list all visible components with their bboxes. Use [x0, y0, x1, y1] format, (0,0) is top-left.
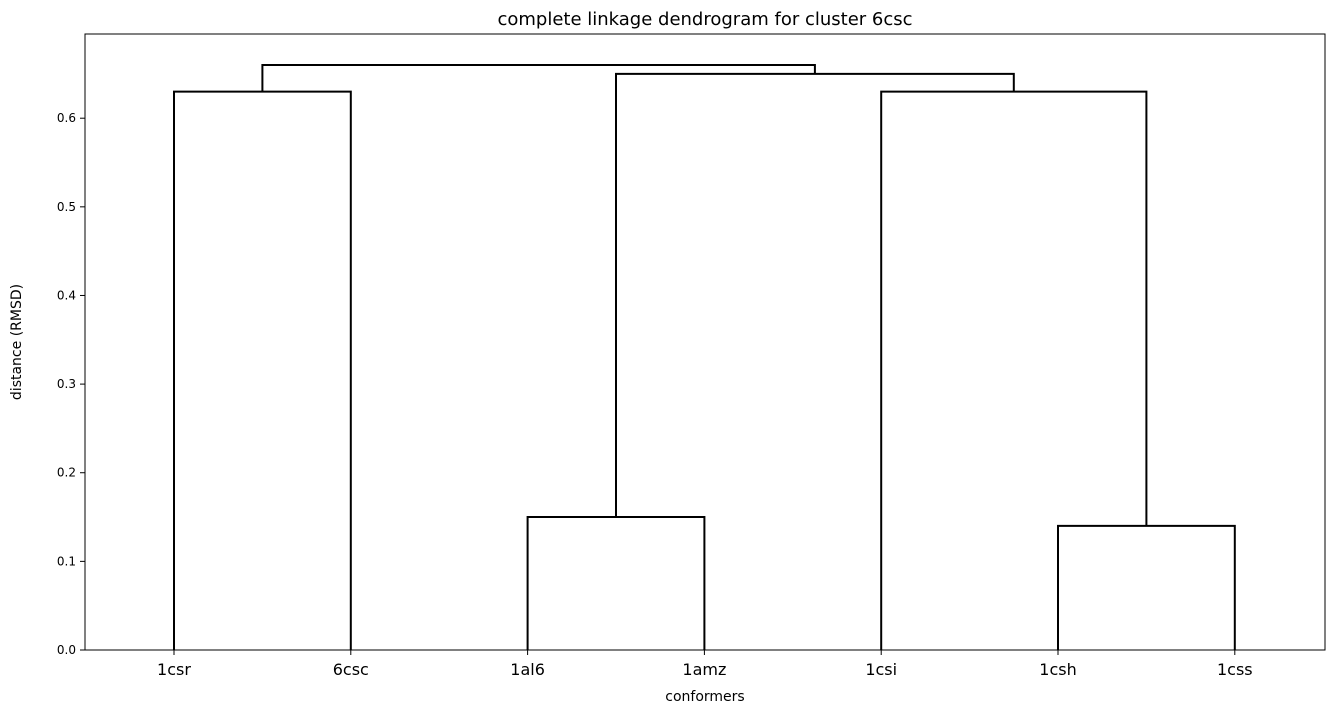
leaf-label: 6csc: [333, 660, 369, 679]
y-tick-label: 0.3: [57, 377, 76, 391]
y-axis-label: distance (RMSD): [9, 284, 25, 400]
y-tick-label: 0.6: [57, 111, 76, 125]
leaf-label: 1css: [1217, 660, 1253, 679]
y-tick-label: 0.4: [57, 288, 76, 302]
dendrogram-link: [526, 516, 706, 650]
y-tick-label: 0.5: [57, 200, 76, 214]
dendrogram-link: [615, 72, 1015, 518]
leaf-label: 1csi: [865, 660, 897, 679]
dendrogram-link: [1057, 524, 1236, 650]
x-axis-label: conformers: [665, 689, 744, 705]
y-tick-label: 0.1: [57, 554, 76, 568]
y-tick-label: 0.2: [57, 466, 76, 480]
y-tick-label: 0.0: [57, 643, 76, 657]
leaf-label: 1amz: [682, 660, 726, 679]
leaf-label: 1csr: [157, 660, 191, 679]
dendrogram-link: [880, 90, 1148, 650]
y-axis: 0.0 0.1 0.2 0.3 0.4 0.5 0.6: [57, 111, 85, 657]
dendrogram-link: [173, 90, 352, 650]
leaf-label: 1csh: [1039, 660, 1076, 679]
dendrogram-link: [261, 64, 816, 92]
dendrogram-links: [173, 64, 1236, 650]
chart-title: complete linkage dendrogram for cluster …: [497, 9, 912, 30]
x-axis: 1csr 6csc 1al6 1amz 1csi 1csh 1css: [157, 650, 1253, 679]
leaf-label: 1al6: [510, 660, 545, 679]
